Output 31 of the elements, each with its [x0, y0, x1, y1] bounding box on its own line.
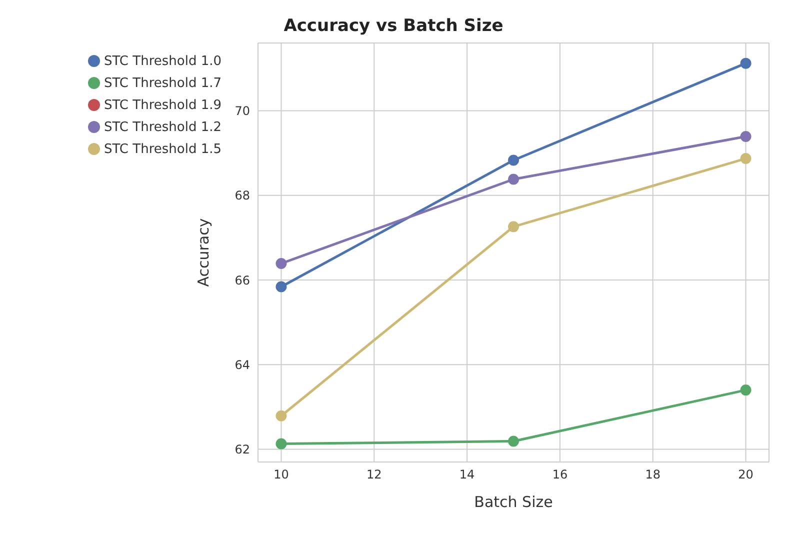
point — [740, 384, 752, 396]
x-tick-label: 18 — [645, 468, 661, 482]
y-axis-title: Accuracy — [194, 218, 212, 287]
point — [276, 410, 287, 422]
x-tick-label: 10 — [274, 468, 289, 482]
point — [740, 153, 752, 164]
legend-label: STC Threshold 1.9 — [104, 98, 222, 113]
legend-label: STC Threshold 1.5 — [104, 142, 222, 157]
point — [276, 438, 287, 450]
point — [276, 281, 287, 292]
point — [740, 131, 752, 142]
point — [508, 436, 519, 447]
point — [508, 221, 519, 232]
point — [508, 154, 519, 166]
point — [276, 258, 287, 270]
legend-label: STC Threshold 1.0 — [104, 54, 222, 69]
chart-title: Accuracy vs Batch Size — [282, 16, 504, 36]
x-tick-label: 14 — [459, 468, 475, 482]
y-tick-label: 68 — [234, 188, 250, 203]
y-tick-label: 70 — [234, 104, 250, 118]
point — [508, 174, 519, 185]
point — [740, 58, 752, 69]
legend-label: STC Threshold 1.2 — [104, 120, 222, 135]
x-axis-title: Batch Size — [474, 493, 553, 511]
y-tick-label: 64 — [234, 358, 250, 372]
x-tick-label: 20 — [738, 468, 754, 482]
y-tick-label: 66 — [234, 273, 250, 288]
y-tick-label: 62 — [234, 442, 250, 457]
legend-label: STC Threshold 1.7 — [104, 76, 222, 91]
x-tick-label: 16 — [552, 468, 568, 482]
x-tick-label: 12 — [366, 468, 382, 482]
